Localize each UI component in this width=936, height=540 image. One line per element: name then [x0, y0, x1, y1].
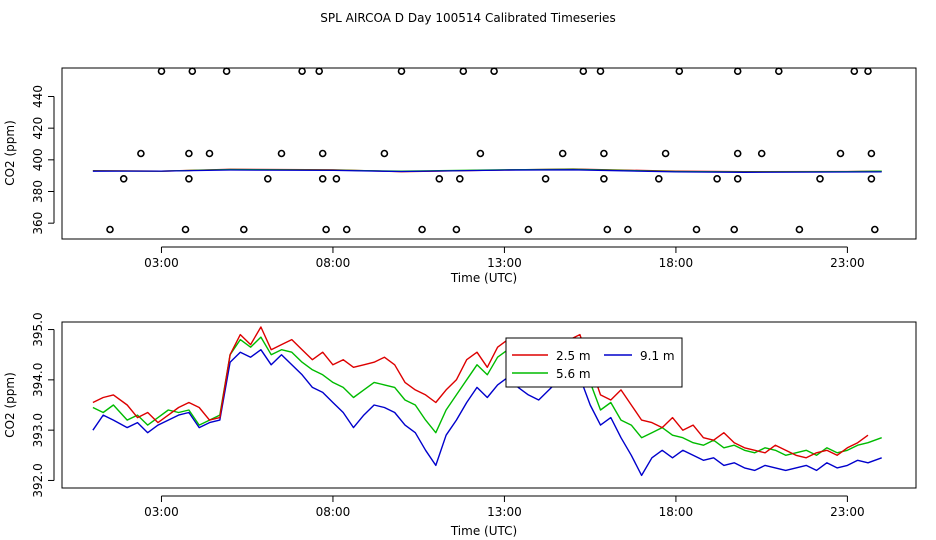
top-y-tick-label: 440	[31, 85, 45, 108]
top-data-point	[181, 225, 190, 234]
top-data-point	[524, 225, 533, 234]
top-data-point	[713, 175, 721, 183]
bottom-y-tick-label: 392.0	[31, 463, 45, 497]
top-data-point	[733, 149, 742, 158]
top-data-point	[603, 225, 612, 234]
top-data-point	[870, 225, 879, 234]
top-data-point	[185, 175, 193, 183]
bottom-plot-frame	[61, 321, 917, 489]
top-data-point	[263, 175, 272, 183]
top-data-point	[342, 225, 351, 234]
top-x-tick-label: 18:00	[659, 256, 694, 270]
top-data-point	[222, 67, 231, 75]
legend-label-9-1m: 9.1 m	[640, 349, 675, 363]
top-data-point	[418, 225, 426, 234]
top-panel: 03:00 08:00 13:00 18:00 23:00 360 380 400 420 440…	[3, 67, 917, 285]
bottom-x-tick-label: 18:00	[659, 505, 694, 519]
top-data-point	[596, 67, 605, 75]
top-y-axis-label: CO2 (ppm)	[3, 120, 17, 186]
top-data-point	[455, 175, 464, 183]
bottom-panel: 03:00 08:00 13:00 18:00 23:00 392.0 393.0 394.0…	[3, 312, 917, 538]
top-data-point	[624, 225, 632, 234]
top-y-tick-label: 380	[31, 180, 45, 203]
top-data-point	[322, 225, 330, 234]
bottom-x-tick-label: 08:00	[316, 505, 351, 519]
top-data-point	[579, 67, 588, 75]
top-data-point	[106, 225, 114, 234]
top-data-point	[867, 149, 876, 158]
bottom-y-tick-label: 393.0	[31, 413, 45, 447]
top-data-point	[397, 67, 406, 75]
bottom-series-line-25m	[92, 326, 869, 459]
top-y-tick-label: 400	[31, 148, 45, 171]
top-x-tick-label: 13:00	[487, 256, 522, 270]
figure-title: SPL AIRCOA D Day 100514 Calibrated Times…	[320, 11, 615, 25]
top-data-point	[730, 225, 739, 234]
top-data-point	[733, 175, 742, 183]
top-data-point	[332, 175, 341, 183]
bottom-series-line-56m	[92, 336, 882, 456]
top-data-point	[692, 225, 701, 234]
top-data-point	[298, 67, 306, 75]
legend-box	[505, 337, 683, 388]
top-data-point	[600, 175, 608, 183]
top-y-tick-label: 360	[31, 212, 45, 235]
top-plot-frame	[61, 67, 917, 240]
top-data-point	[188, 67, 197, 75]
top-data-point	[240, 225, 248, 234]
top-data-point	[675, 67, 684, 75]
bottom-y-tick-label: 394.0	[31, 363, 45, 397]
top-data-point	[558, 149, 567, 158]
top-data-point	[654, 175, 663, 183]
top-data-point	[459, 67, 468, 75]
bottom-y-axis-label: CO2 (ppm)	[3, 372, 17, 438]
bottom-y-tick-label: 395.0	[31, 312, 45, 346]
top-data-point	[850, 67, 859, 75]
top-data-point	[452, 225, 461, 234]
top-x-axis-label: Time (UTC)	[450, 271, 517, 285]
top-data-point	[185, 149, 193, 158]
top-data-point	[600, 149, 608, 158]
top-data-point	[490, 67, 498, 75]
top-x-tick-label: 23:00	[830, 256, 865, 270]
legend-label-2-5m: 2.5 m	[556, 349, 591, 363]
top-data-point	[315, 67, 324, 75]
top-data-point	[205, 149, 214, 158]
top-data-point	[119, 175, 128, 183]
top-x-tick-label: 03:00	[144, 256, 179, 270]
top-data-point	[277, 149, 286, 158]
top-data-point	[867, 175, 876, 183]
top-data-point	[774, 67, 783, 75]
top-data-point	[757, 149, 766, 158]
bottom-x-axis-label: Time (UTC)	[450, 524, 517, 538]
top-data-point	[157, 67, 166, 75]
top-data-point	[836, 149, 845, 158]
top-data-point	[816, 175, 824, 183]
top-data-point	[318, 149, 327, 158]
top-series-line-91m	[92, 169, 882, 173]
bottom-x-tick-label: 23:00	[830, 505, 865, 519]
top-data-point	[435, 175, 444, 183]
top-x-tick-label: 08:00	[316, 256, 351, 270]
top-data-point	[380, 149, 389, 158]
top-data-point	[137, 149, 145, 158]
top-data-point	[476, 149, 485, 158]
top-data-point	[541, 175, 550, 183]
legend: 2.5 m 9.1 m 5.6 m	[505, 337, 683, 388]
top-data-point	[795, 225, 804, 234]
top-data-point	[318, 175, 327, 183]
top-data-point	[661, 149, 670, 158]
bottom-x-tick-label: 13:00	[487, 505, 522, 519]
top-y-tick-label: 420	[31, 117, 45, 140]
bottom-series-line-91m	[92, 349, 882, 477]
legend-label-5-6m: 5.6 m	[556, 367, 591, 381]
top-data-point	[733, 67, 742, 75]
bottom-x-tick-label: 03:00	[144, 505, 179, 519]
top-data-point	[864, 67, 872, 75]
